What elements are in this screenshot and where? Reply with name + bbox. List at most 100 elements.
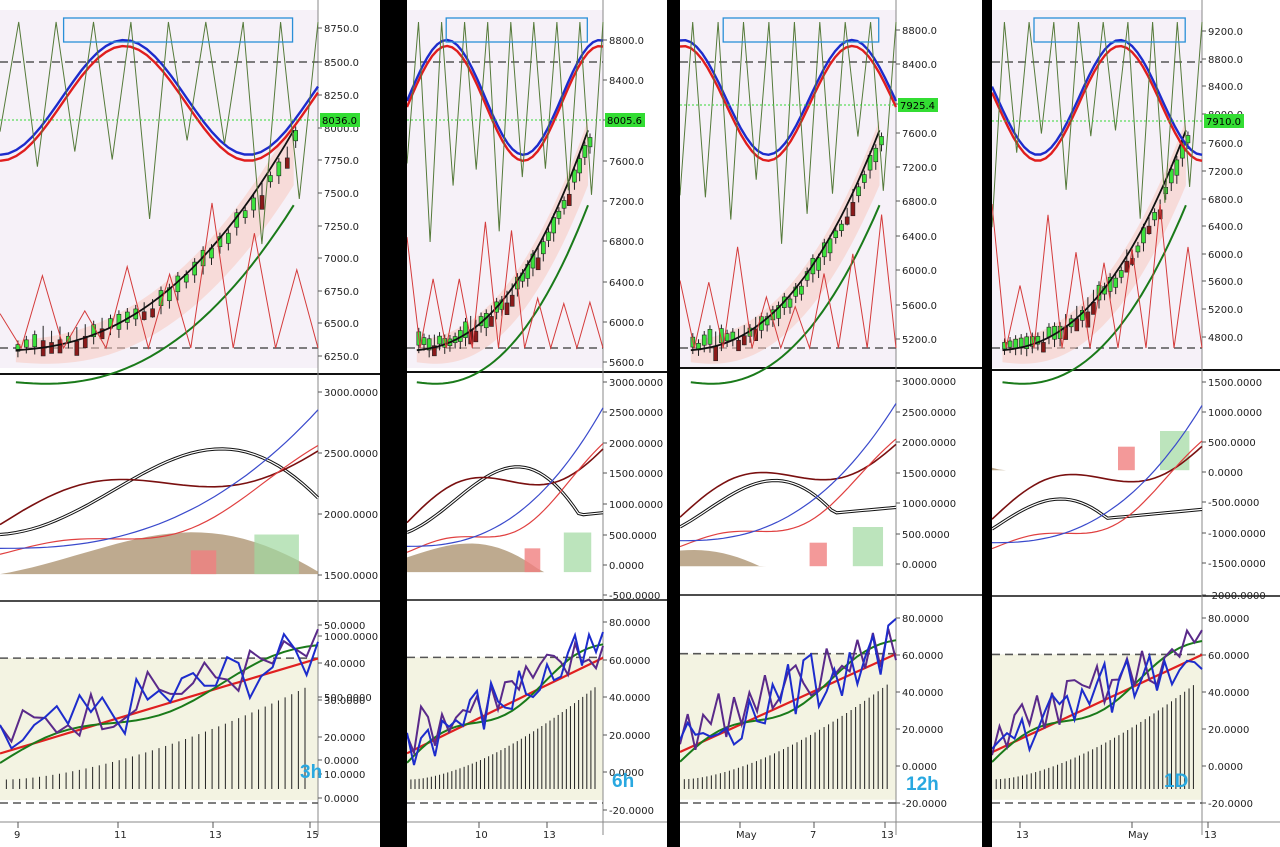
candle-body [1180,142,1185,159]
macd-black-inner [0,448,319,536]
price-axis-tick-label: 7600.0 [609,157,644,168]
candle-body [259,195,265,210]
price-axis-tick-label: 8750.0 [324,24,359,35]
overlay-blue-line [407,38,604,157]
macd-blue-line [992,405,1203,544]
candle-body [572,169,577,183]
zigzag-line [680,21,897,244]
chart-svg-1D: 9200.08800.08400.08000.07600.07200.06800… [992,0,1280,841]
histogram-positive [254,534,299,575]
candle-body [82,335,88,349]
candle-body [421,337,427,345]
price-axis-tick-label: 5600.0 [1208,277,1243,288]
low-axis-tick-label: 20.0000 [1208,725,1249,736]
overlay-red-line [680,44,898,163]
rsi-purple-line [407,639,604,757]
red-zigzag-line [992,203,1203,349]
mid-axis-tick-label: 500.0000 [1208,438,1256,449]
mid-axis-tick-label: -2000.0000 [1208,591,1266,602]
oscillator-pane-bg [992,372,1202,594]
candle-body [1041,342,1046,353]
price-axis-tick-label: 5600.0 [902,301,937,312]
annotation-box [1033,17,1186,43]
mid-axis-tick-label: 1000.0000 [1208,408,1262,419]
candle-body [293,130,298,142]
candle-body [724,333,730,342]
support-line [690,204,881,385]
candle-body [226,232,231,244]
mid-axis-tick-label: 0.0000 [902,560,937,571]
candle-body [426,338,432,351]
macd-black-inner [992,498,1203,530]
histogram-positive [1160,431,1190,471]
timeframe-label: 1D [1164,771,1188,792]
timeframe-label: 3h [300,762,322,783]
red-zigzag-line [680,214,897,350]
price-label-bg [320,113,360,127]
chart-panel-12h: 8800.08400.08000.07600.07200.06800.06400… [680,0,982,847]
candle-body [561,200,567,209]
price-axis-tick-label: 8400.0 [609,76,644,87]
candle-body [741,335,747,346]
candle-body [799,285,804,295]
candle-body [707,329,713,345]
x-tick-label: 15 [306,830,319,841]
macd-darkred-line [407,448,604,524]
mid-axis-tick-label: 1000.0000 [902,499,956,510]
candle-body [1035,336,1041,345]
candle-body [504,302,510,315]
price-label-bg [605,113,645,127]
price-axis-tick-label: 7250.0 [324,222,359,233]
histogram-negative [524,548,541,573]
rsi-green-line [0,644,319,764]
candle-body [276,161,282,177]
candle-body [827,238,833,254]
histogram-area [680,550,896,567]
price-axis-tick-label: 6400.0 [1208,222,1243,233]
mid-axis-tick-label: 3000.0000 [902,377,956,388]
annotation-box [62,17,294,43]
low-axis-tick-label: 50.0000 [324,621,365,632]
rsi-blue-line [407,631,604,766]
x-tick-label: 13 [881,830,894,841]
price-axis-tick-label: 6500.0 [324,319,359,330]
mid-axis-tick-label: 0.0000 [609,561,644,572]
mid-axis-tick-label: 500.0000 [324,693,372,704]
macd-red-line [680,438,897,548]
mid-axis-tick-label: 1500.0000 [609,469,663,480]
candle-body [489,316,494,327]
candle-body [1013,338,1018,349]
price-axis-tick-label: 6800.0 [902,197,937,208]
candle-body [1146,225,1152,235]
annotation-box [722,17,880,43]
price-axis-tick-label: 6400.0 [609,278,644,289]
mid-axis-tick-label: 1500.0000 [902,469,956,480]
macd-darkred-line [680,443,897,518]
mid-axis-tick-label: -500.0000 [1208,498,1259,509]
candle-body [839,223,844,231]
x-tick-label: 9 [14,830,20,841]
low-axis-tick-label: 40.0000 [1208,688,1249,699]
price-axis-tick-label: 6400.0 [902,232,937,243]
candle-body [816,257,821,271]
candle-body [150,308,155,318]
price-axis-tick-label: 8400.0 [1208,82,1243,93]
candle-body [862,174,867,183]
candle-body [49,342,54,354]
candle-body [32,334,38,348]
timeframe-label: 12h [906,774,939,795]
candle-body [99,328,105,340]
price-axis-tick-label: 8800.0 [1208,55,1243,66]
price-axis-tick-label: 9200.0 [1208,27,1243,38]
chart-panel-3h: 8750.0 8500.0 8250.0 8000.0 7750.0 7500.0 7250… [0,0,380,847]
price-axis-tick-label: 6800.0 [609,237,644,248]
candle-body [856,186,861,197]
price-axis-tick-label: 7600.0 [1208,139,1243,150]
rsi-purple-line [0,628,319,744]
low-axis-tick-label: 60.0000 [902,651,943,662]
candle-body [24,339,29,348]
mid-axis-tick-label: -1500.0000 [1208,559,1266,570]
histogram-positive [852,527,884,567]
macd-blue-line [0,409,319,549]
price-axis-tick-label: 7600.0 [902,129,937,140]
